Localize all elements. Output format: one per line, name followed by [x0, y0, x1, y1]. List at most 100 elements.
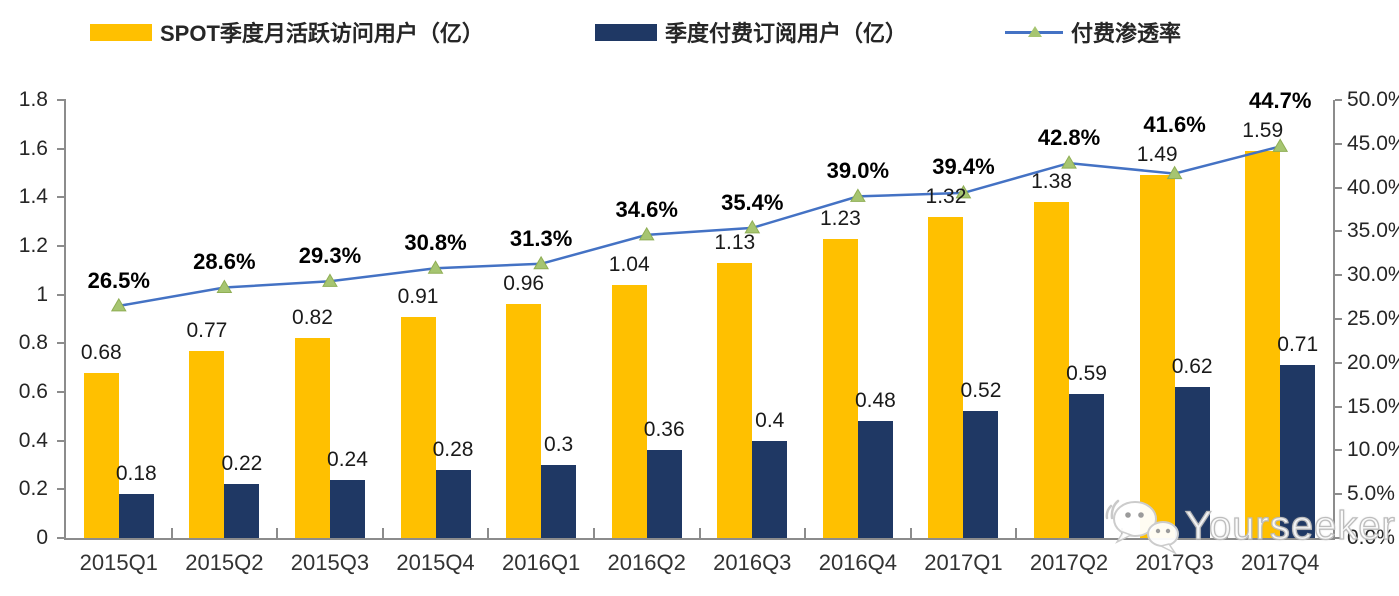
x-axis-tick — [804, 528, 807, 538]
legend-swatch-subscribers — [595, 23, 657, 41]
x-axis-category-label: 2017Q3 — [1135, 550, 1214, 575]
x-axis-category-label: 2015Q3 — [290, 550, 370, 575]
y-axis-right-tick-label: 45.0% — [1347, 131, 1399, 155]
right-axis-line — [1333, 100, 1335, 540]
subscriber-value-label: 0.52 — [960, 379, 1002, 403]
mau-value-label: 0.91 — [397, 284, 439, 308]
subscriber-bar — [224, 484, 260, 538]
y-axis-right-tick — [1335, 186, 1342, 189]
subscriber-value-label: 0.24 — [327, 447, 368, 471]
mau-bar — [294, 338, 330, 538]
subscriber-bar — [541, 465, 577, 538]
y-axis-right-tick — [1335, 493, 1342, 496]
x-axis-category-label: 2016Q1 — [501, 550, 581, 575]
x-axis-tick — [1226, 528, 1229, 538]
subscriber-bar — [1069, 394, 1105, 538]
y-axis-right-tick — [1335, 99, 1342, 101]
mau-value-label: 1.49 — [1136, 143, 1178, 167]
x-axis-category-label: 2017Q4 — [1241, 550, 1320, 575]
y-axis-right-tick-label: 50.0% — [1347, 88, 1399, 111]
mau-value-label: 1.38 — [1031, 170, 1072, 194]
y-axis-left-tick — [57, 147, 66, 150]
y-axis-right-tick-label: 30.0% — [1347, 263, 1399, 287]
left-axis-line — [64, 100, 66, 540]
y-axis-right-tick — [1335, 142, 1342, 145]
y-axis-right-tick — [1335, 361, 1342, 364]
y-axis-right-tick-label: 40.0% — [1347, 175, 1399, 199]
subscriber-value-label: 0.18 — [115, 462, 157, 486]
y-axis-left-tick — [57, 99, 66, 101]
mau-bar — [717, 263, 753, 538]
y-axis-left-tick — [57, 439, 66, 442]
watermark-text: Yourseeker — [1184, 503, 1396, 548]
subscriber-bar — [1174, 387, 1210, 538]
y-axis-left-tick-label: 1.6 — [18, 136, 48, 160]
y-axis-left-tick-label: 0.2 — [18, 477, 48, 501]
subscriber-bar — [857, 421, 893, 538]
subscriber-bar — [435, 469, 471, 538]
subscriber-bar — [963, 411, 999, 538]
x-axis-tick — [276, 528, 279, 538]
mau-value-label: 0.77 — [186, 318, 228, 342]
subscriber-value-label: 0.48 — [854, 389, 896, 413]
penetration-percent-label: 39.0% — [826, 158, 890, 184]
y-axis-left-tick-label: 1.4 — [18, 185, 48, 209]
x-axis-category-label: 2016Q2 — [607, 550, 686, 575]
mau-bar — [83, 372, 119, 538]
y-axis-right-tick-label: 0.0% — [1347, 526, 1395, 549]
x-axis-category-label: 2015Q4 — [396, 550, 475, 575]
legend-triangle-marker-icon — [1028, 26, 1042, 37]
legend-label-mau: SPOT季度月活跃访问用户（亿） — [160, 21, 484, 46]
x-axis-tick — [381, 528, 384, 538]
mau-bar — [506, 304, 542, 538]
x-axis-tick — [170, 528, 173, 538]
subscriber-bar — [329, 479, 365, 538]
penetration-percent-label: 26.5% — [87, 267, 150, 293]
subscriber-bar — [752, 440, 788, 538]
legend-line-sample — [1005, 25, 1063, 39]
legend-label-penetration: 付费渗透率 — [1071, 21, 1182, 46]
penetration-percent-label: 30.8% — [404, 230, 467, 256]
y-axis-right-tick-label: 25.0% — [1347, 307, 1399, 330]
y-axis-right-tick — [1335, 405, 1342, 408]
y-axis-left-tick-label: 0.4 — [18, 428, 48, 452]
penetration-percent-label: 31.3% — [509, 225, 573, 251]
legend-item-penetration: 付费渗透率 — [1005, 20, 1181, 46]
mau-bar — [189, 350, 225, 538]
mau-value-label: 1.32 — [925, 184, 967, 208]
x-axis-tick — [592, 528, 595, 538]
subscriber-value-label: 0.22 — [221, 452, 263, 476]
penetration-percent-label: 34.6% — [615, 196, 678, 222]
mau-value-label: 0.82 — [292, 306, 333, 330]
y-axis-left-tick — [57, 196, 66, 199]
y-axis-right-tick-label: 35.0% — [1347, 219, 1399, 243]
x-axis-tick — [487, 528, 490, 538]
subscriber-value-label: 0.3 — [544, 433, 574, 456]
y-axis-left-tick-label: 0.6 — [18, 380, 48, 403]
x-axis-category-label: 2016Q3 — [713, 550, 792, 575]
subscriber-value-label: 0.71 — [1277, 333, 1319, 357]
x-axis-category-label: 2015Q2 — [185, 550, 264, 575]
penetration-percent-label: 44.7% — [1249, 88, 1312, 114]
subscriber-value-label: 0.28 — [432, 437, 474, 461]
watermark: Yourseeker — [1093, 492, 1396, 560]
y-axis-right-tick-label: 10.0% — [1347, 438, 1399, 462]
y-axis-right-tick — [1335, 449, 1342, 452]
mau-bar — [400, 316, 436, 538]
subscriber-bar — [118, 494, 154, 538]
y-axis-left-tick — [57, 537, 66, 539]
y-axis-right-tick — [1335, 318, 1342, 320]
mau-value-label: 0.96 — [503, 272, 545, 296]
wechat-icon — [1105, 499, 1179, 555]
x-axis-tick — [1015, 528, 1018, 538]
x-axis-category-label: 2017Q2 — [1029, 550, 1109, 575]
penetration-percent-label: 28.6% — [193, 249, 256, 275]
legend-item-subscribers: 季度付费订阅用户（亿） — [595, 20, 907, 46]
subscriber-value-label: 0.36 — [643, 418, 685, 442]
x-axis-tick — [909, 528, 912, 538]
legend-swatch-mau — [90, 23, 152, 41]
x-axis-line — [64, 538, 1335, 540]
